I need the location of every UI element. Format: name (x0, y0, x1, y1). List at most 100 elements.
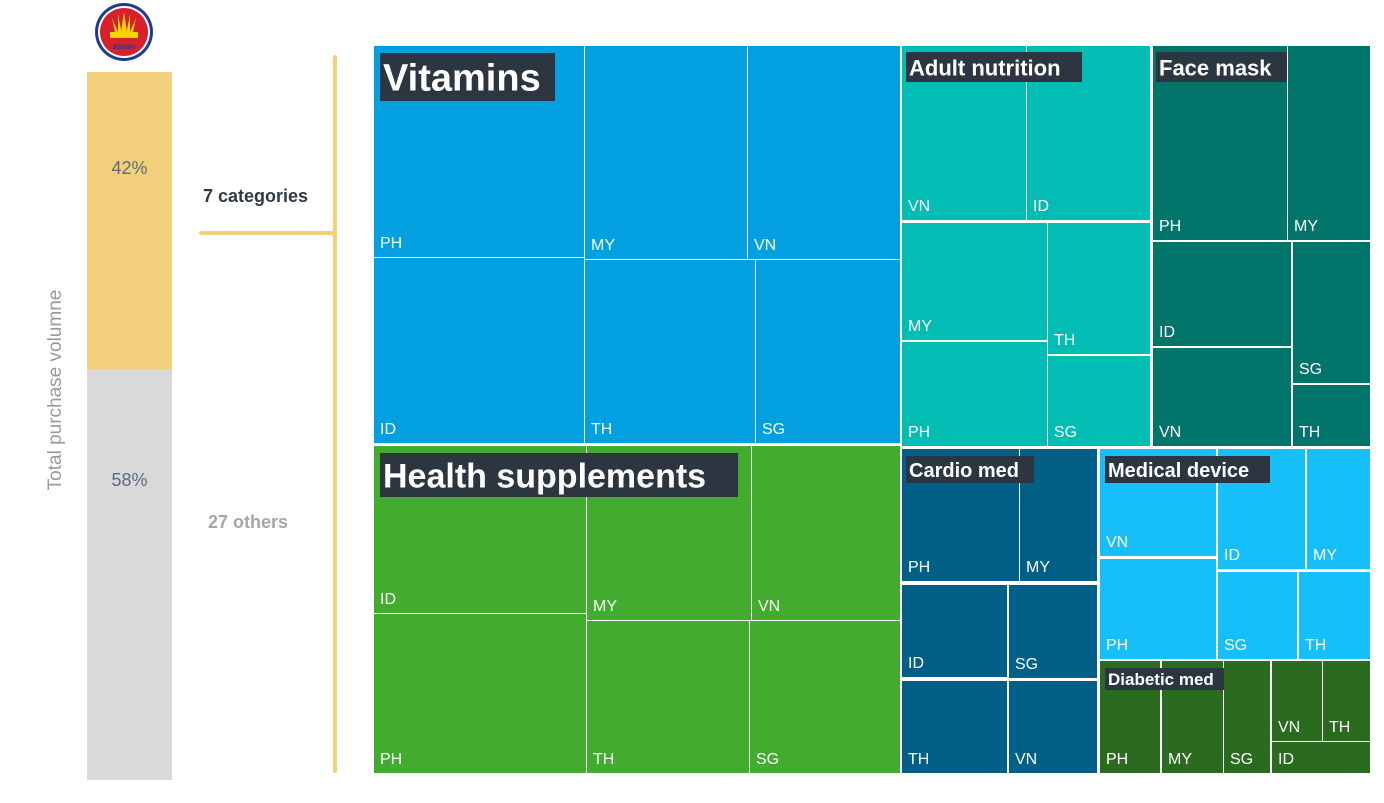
treemap-cell (374, 614, 586, 773)
treemap-cell (1224, 661, 1270, 773)
treemap-cell (1272, 661, 1322, 741)
bottom-segment-bar (87, 369, 172, 780)
treemap-cell (748, 46, 900, 259)
cell-label: VN (1015, 751, 1037, 768)
cell-label: MY (1313, 547, 1337, 564)
top-segment-percent: 42% (111, 157, 148, 178)
cell-label: ID (380, 591, 396, 608)
cell-label: MY (1168, 751, 1192, 768)
cell-label: TH (593, 751, 614, 768)
logo-text: asean (113, 42, 136, 51)
cell-label: SG (1054, 424, 1077, 441)
cell-label: ID (1278, 751, 1294, 768)
treemap-cell (1048, 223, 1150, 354)
group-title: Face mask (1159, 55, 1272, 80)
cell-label: PH (1106, 751, 1128, 768)
group-title-background (1105, 668, 1224, 690)
cell-label: ID (908, 655, 924, 672)
cell-label: PH (380, 751, 402, 768)
treemap-cell (1272, 742, 1370, 773)
cell-label: PH (1159, 218, 1181, 235)
treemap-cell (1009, 681, 1097, 773)
treemap-cell (374, 258, 584, 443)
bracket-horizontal (199, 231, 336, 235)
cell-label: TH (1299, 424, 1320, 441)
cell-label: TH (591, 421, 612, 438)
treemap-cell (1048, 356, 1150, 446)
treemap-cell (585, 260, 755, 443)
treemap-cell (902, 681, 1007, 773)
cell-label: VN (908, 198, 930, 215)
cell-label: VN (758, 598, 780, 615)
cell-label: PH (908, 424, 930, 441)
cell-label: SG (1299, 361, 1322, 378)
cell-label: PH (908, 559, 930, 576)
cell-label: TH (908, 751, 929, 768)
cell-label: VN (1159, 424, 1181, 441)
group-diabetic-med: PH MY SG VN TH ID Diabetic med (1100, 661, 1370, 773)
treemap-cell (585, 46, 747, 259)
cell-label: TH (1305, 637, 1326, 654)
others-label: 27 others (208, 512, 289, 532)
group-title-background (380, 453, 738, 497)
cell-label: MY (1294, 218, 1318, 235)
treemap-cell (1153, 242, 1291, 346)
treemap-cell (902, 223, 1047, 340)
treemap-cell (1299, 572, 1370, 659)
bottom-segment-percent: 58% (111, 469, 148, 490)
group-title: Medical device (1108, 460, 1249, 482)
group-title: Adult nutrition (909, 55, 1061, 80)
cell-label: VN (1106, 534, 1128, 551)
treemap-cell (756, 260, 900, 443)
treemap-cell (1293, 242, 1370, 383)
group-health-supplements: ID MY VN PH TH SG Health supplements (374, 446, 900, 773)
treemap-cell (1100, 559, 1216, 659)
treemap-cell (1323, 661, 1370, 741)
top-segment-bar (87, 72, 172, 370)
treemap-cell (1307, 449, 1370, 569)
group-title-background (1105, 456, 1270, 483)
treemap-cell (1009, 585, 1097, 678)
group-title-background (906, 456, 1034, 483)
cell-label: TH (1329, 719, 1350, 736)
treemap-cell (1153, 348, 1291, 446)
treemap-cell (1218, 572, 1297, 659)
group-title: Health supplements (383, 457, 706, 495)
treemap-cell (587, 621, 749, 773)
group-adult-nutrition: VN ID MY TH PH SG Adult nutrition (902, 46, 1150, 446)
cell-label: MY (591, 237, 615, 254)
group-medical-device: VN ID MY PH SG TH Medical device (1100, 449, 1370, 659)
group-cardio-med: PH MY ID SG TH VN Cardio med (902, 449, 1097, 773)
group-face-mask: PH MY ID SG VN TH Face mask (1153, 46, 1370, 446)
group-vitamins: PH MY VN ID TH SG Vitamins (374, 46, 900, 443)
cell-label: TH (1054, 332, 1075, 349)
cell-label: MY (1026, 559, 1050, 576)
treemap-cell (750, 621, 900, 773)
categories-label: 7 categories (203, 186, 309, 206)
cell-label: MY (908, 318, 932, 335)
cell-label: SG (756, 751, 779, 768)
group-title: Diabetic med (1108, 670, 1214, 689)
cell-label: ID (380, 421, 396, 438)
treemap-cell (752, 446, 900, 620)
group-title-background (906, 52, 1082, 82)
group-title: Cardio med (909, 460, 1019, 482)
treemap-cell (1288, 46, 1370, 240)
cell-label: PH (380, 235, 402, 252)
cell-label: ID (1159, 324, 1175, 341)
group-title-background (1156, 52, 1287, 82)
cell-label: SG (1224, 637, 1247, 654)
cell-label: SG (1230, 751, 1253, 768)
cell-label: VN (1278, 719, 1300, 736)
group-title: Vitamins (383, 57, 541, 99)
bracket-vertical (333, 55, 337, 773)
asean-logo: asean (95, 3, 153, 61)
treemap-cell (902, 342, 1047, 446)
cell-label: ID (1033, 198, 1049, 215)
group-title-background (380, 53, 555, 101)
cell-label: SG (1015, 656, 1038, 673)
treemap-cell (1293, 385, 1370, 446)
cell-label: ID (1224, 547, 1240, 564)
cell-label: SG (762, 421, 785, 438)
